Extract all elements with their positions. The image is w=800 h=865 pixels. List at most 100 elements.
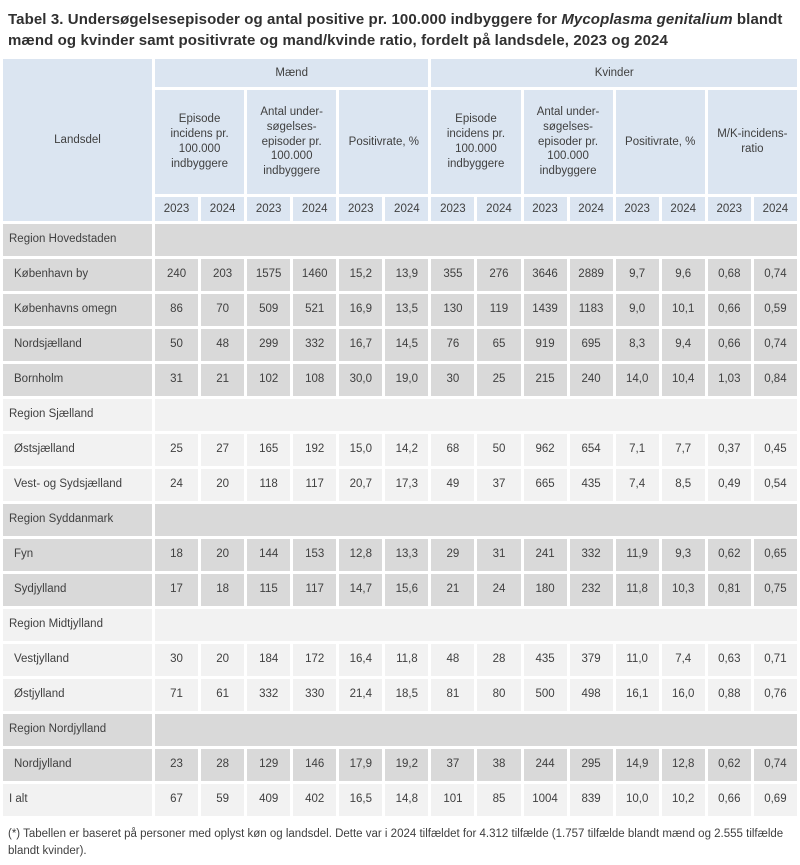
value-cell: 61 — [201, 679, 245, 711]
value-cell: 28 — [477, 644, 521, 676]
value-cell: 435 — [523, 644, 567, 676]
value-cell: 21 — [201, 364, 245, 396]
year-header: 2024 — [569, 197, 613, 221]
value-cell: 0,66 — [707, 784, 751, 816]
value-cell: 332 — [247, 679, 291, 711]
value-cell: 153 — [293, 539, 337, 571]
value-cell: 13,5 — [385, 294, 429, 326]
value-cell: 18 — [155, 539, 199, 571]
value-cell: 19,0 — [385, 364, 429, 396]
value-cell: 240 — [155, 259, 199, 291]
value-cell: 119 — [477, 294, 521, 326]
table-row: Nordsjælland 50 48 299 332 16,7 14,5 76 65 919 695… — [3, 329, 797, 361]
value-cell: 118 — [247, 469, 291, 501]
total-row: I alt 67 59 409 402 16,5 14,8 101 85 1004 839 10,0 1… — [3, 784, 797, 816]
value-cell: 241 — [523, 539, 567, 571]
value-cell: 14,2 — [385, 434, 429, 466]
value-cell: 172 — [293, 644, 337, 676]
value-cell: 7,1 — [615, 434, 659, 466]
table-row: Bornholm 31 21 102 108 30,0 19,0 30 25 215 240 14,0… — [3, 364, 797, 396]
value-cell: 101 — [431, 784, 475, 816]
value-cell: 24 — [155, 469, 199, 501]
measure-header-row: Episode incidens pr. 100.000 indbyggere … — [3, 90, 797, 194]
section-spacer — [155, 399, 797, 431]
value-cell: 50 — [477, 434, 521, 466]
value-cell: 117 — [293, 574, 337, 606]
value-cell: 7,7 — [661, 434, 705, 466]
value-cell: 962 — [523, 434, 567, 466]
value-cell: 65 — [477, 329, 521, 361]
region-section-row: Region Midtjylland — [3, 609, 797, 641]
value-cell: 0,62 — [707, 539, 751, 571]
value-cell: 0,65 — [753, 539, 797, 571]
value-cell: 330 — [293, 679, 337, 711]
statistics-table: Landsdel Mænd Kvinder Episode incidens p… — [0, 56, 800, 819]
value-cell: 30,0 — [339, 364, 383, 396]
value-cell: 20,7 — [339, 469, 383, 501]
value-cell: 21 — [431, 574, 475, 606]
row-label: I alt — [3, 784, 152, 816]
value-cell: 498 — [569, 679, 613, 711]
value-cell: 49 — [431, 469, 475, 501]
value-cell: 8,5 — [661, 469, 705, 501]
section-spacer — [155, 714, 797, 746]
value-cell: 12,8 — [661, 749, 705, 781]
table-footnote: (*) Tabellen er baseret på personer med … — [8, 828, 784, 858]
value-cell: 1439 — [523, 294, 567, 326]
year-header: 2024 — [385, 197, 429, 221]
year-header: 2024 — [477, 197, 521, 221]
value-cell: 10,2 — [661, 784, 705, 816]
value-cell: 654 — [569, 434, 613, 466]
value-cell: 10,4 — [661, 364, 705, 396]
value-cell: 17,9 — [339, 749, 383, 781]
value-cell: 15,6 — [385, 574, 429, 606]
value-cell: 30 — [431, 364, 475, 396]
value-cell: 9,7 — [615, 259, 659, 291]
subheader-episode-incidens-m: Episode incidens pr. 100.000 indbyggere — [155, 90, 245, 194]
value-cell: 299 — [247, 329, 291, 361]
group-header-maend: Mænd — [155, 59, 429, 87]
value-cell: 21,4 — [339, 679, 383, 711]
value-cell: 25 — [477, 364, 521, 396]
value-cell: 1183 — [569, 294, 613, 326]
value-cell: 20 — [201, 469, 245, 501]
value-cell: 27 — [201, 434, 245, 466]
value-cell: 20 — [201, 539, 245, 571]
value-cell: 48 — [201, 329, 245, 361]
value-cell: 144 — [247, 539, 291, 571]
value-cell: 130 — [431, 294, 475, 326]
row-label: Region Syddanmark — [3, 504, 152, 536]
value-cell: 9,6 — [661, 259, 705, 291]
table-title-text-2: blandt mænd og kvinder samt positivrate … — [8, 11, 783, 49]
section-spacer — [155, 224, 797, 256]
year-header: 2024 — [661, 197, 705, 221]
table-row: Østsjælland 25 27 165 192 15,0 14,2 68 50 962 654 7… — [3, 434, 797, 466]
row-label: Sydjylland — [3, 574, 152, 606]
value-cell: 276 — [477, 259, 521, 291]
value-cell: 0,76 — [753, 679, 797, 711]
value-cell: 0,59 — [753, 294, 797, 326]
value-cell: 919 — [523, 329, 567, 361]
value-cell: 11,0 — [615, 644, 659, 676]
value-cell: 15,0 — [339, 434, 383, 466]
year-header: 2024 — [293, 197, 337, 221]
row-label: Vest- og Sydsjælland — [3, 469, 152, 501]
value-cell: 14,5 — [385, 329, 429, 361]
year-header-row: 2023 2024 2023 2024 2023 2024 2023 2024 … — [3, 197, 797, 221]
value-cell: 67 — [155, 784, 199, 816]
value-cell: 14,9 — [615, 749, 659, 781]
group-header-kvinder: Kvinder — [431, 59, 797, 87]
landsdel-header: Landsdel — [3, 59, 152, 221]
table-title-italic-species: Mycoplasma genitalium — [561, 11, 733, 28]
value-cell: 0,74 — [753, 749, 797, 781]
value-cell: 0,71 — [753, 644, 797, 676]
value-cell: 0,75 — [753, 574, 797, 606]
value-cell: 184 — [247, 644, 291, 676]
value-cell: 31 — [155, 364, 199, 396]
year-header: 2023 — [615, 197, 659, 221]
table-title-text: Tabel 3. Undersøgelsesepisoder og antal … — [8, 11, 562, 28]
value-cell: 14,0 — [615, 364, 659, 396]
value-cell: 23 — [155, 749, 199, 781]
value-cell: 18 — [201, 574, 245, 606]
